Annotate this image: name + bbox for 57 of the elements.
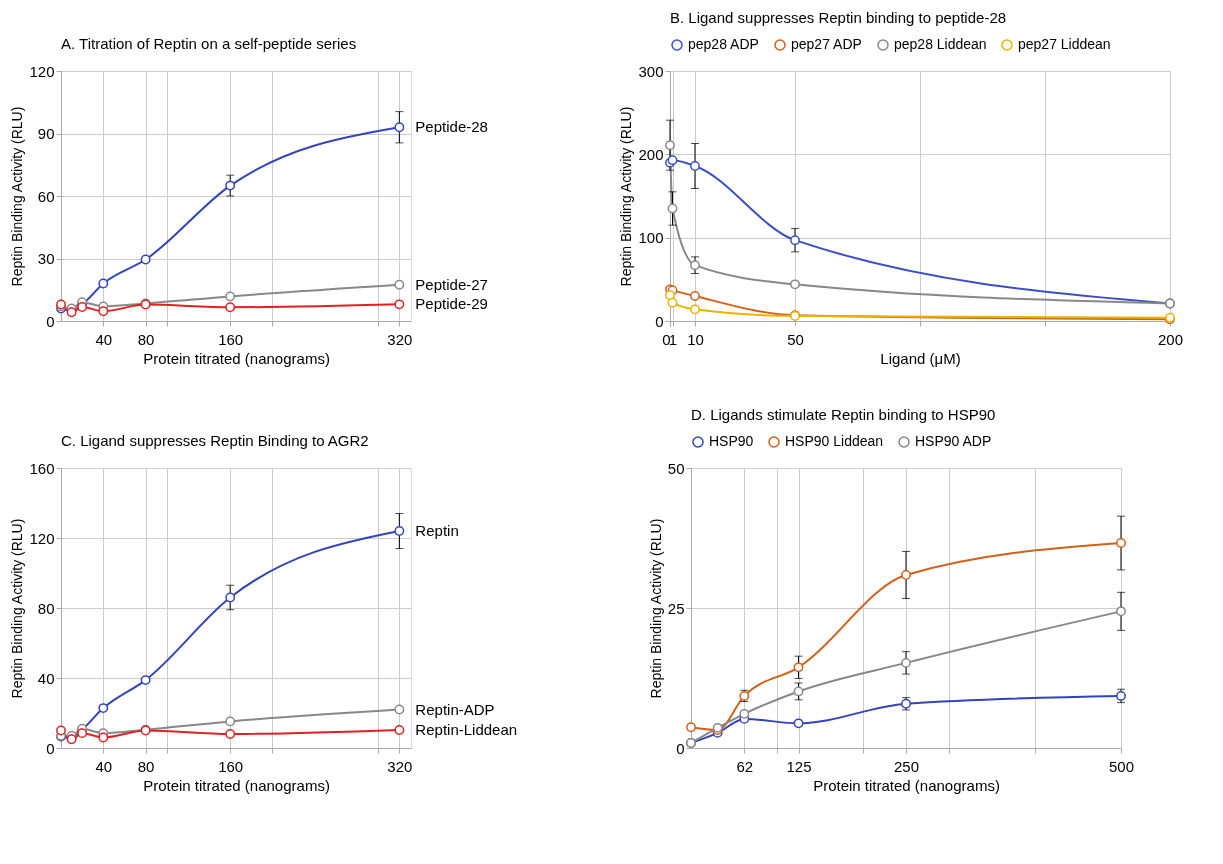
- y-axis-title: Reptin Binding Activity (RLU): [647, 518, 664, 699]
- y-tick-label: 100: [638, 229, 664, 247]
- x-tick-label: 200: [1157, 330, 1184, 348]
- y-tick-label: 0: [46, 739, 55, 757]
- y-axis-title: Reptin Binding Activity (RLU): [618, 106, 635, 287]
- y-tick-label: 160: [29, 459, 55, 477]
- x-tick-label: 320: [387, 330, 413, 348]
- legend-label: pep28 ADP: [688, 36, 759, 52]
- legend-label: pep27 Liddean: [1018, 36, 1111, 52]
- x-tick-label: 10: [687, 330, 704, 348]
- x-tick-label: 40: [95, 757, 113, 775]
- y-axis-title: Reptin Binding Activity (RLU): [9, 106, 26, 287]
- chart-title: A. Titration of Reptin on a self-peptide series: [61, 35, 357, 52]
- x-axis-title: Ligand (μM): [880, 349, 961, 367]
- x-tick-label: 62: [736, 757, 754, 775]
- series-label: Reptin-Liddean: [415, 720, 518, 738]
- y-tick-label: 120: [29, 62, 55, 80]
- y-tick-label: 120: [29, 529, 55, 547]
- y-tick-label: 25: [667, 599, 685, 617]
- x-tick-label: 320: [387, 757, 413, 775]
- x-axis-title: Protein titrated (nanograms): [143, 776, 330, 794]
- y-tick-label: 0: [46, 312, 55, 330]
- y-tick-label: 300: [638, 62, 664, 80]
- x-tick-label: 125: [786, 757, 812, 775]
- y-tick-label: 80: [37, 599, 55, 617]
- x-axis-title: Protein titrated (nanograms): [813, 776, 1000, 794]
- y-tick-label: 40: [37, 669, 55, 687]
- legend-label: pep27 ADP: [791, 36, 862, 52]
- x-tick-label: 500: [1108, 757, 1135, 775]
- series-label: Peptide-29: [415, 295, 488, 313]
- y-axis-title: Reptin Binding Activity (RLU): [9, 518, 26, 699]
- y-tick-label: 200: [638, 145, 664, 163]
- legend-label: HSP90 Liddean: [785, 433, 884, 449]
- y-tick-label: 0: [676, 739, 685, 757]
- x-axis-title: Protein titrated (nanograms): [143, 349, 330, 367]
- x-tick-label: 160: [218, 757, 244, 775]
- legend-label: pep28 Liddean: [894, 36, 987, 52]
- y-tick-label: 60: [37, 187, 55, 205]
- series-label: Reptin-ADP: [415, 700, 495, 718]
- y-tick-label: 0: [655, 312, 664, 330]
- y-tick-label: 90: [37, 125, 55, 142]
- x-tick-label: 80: [137, 330, 155, 348]
- series-label: Peptide-28: [415, 118, 488, 136]
- chart-title: D. Ligands stimulate Reptin binding to HSP90: [691, 406, 996, 423]
- legend-label: HSP90 ADP: [915, 433, 992, 449]
- x-tick-label: 50: [787, 330, 804, 348]
- x-tick-label: 160: [218, 330, 244, 348]
- y-tick-label: 50: [667, 459, 685, 477]
- chart-title: B. Ligand suppresses Reptin binding to peptide-28: [670, 9, 1007, 26]
- x-tick-label: 80: [137, 757, 155, 775]
- x-tick-label: 250: [893, 757, 920, 775]
- series-label: Reptin: [415, 522, 459, 539]
- legend-label: HSP90: [709, 433, 754, 449]
- chart-title: C. Ligand suppresses Reptin Binding to AGR2: [61, 432, 369, 449]
- x-tick-label: 40: [95, 330, 113, 348]
- y-tick-label: 30: [37, 250, 55, 267]
- series-label: Peptide-27: [415, 275, 488, 293]
